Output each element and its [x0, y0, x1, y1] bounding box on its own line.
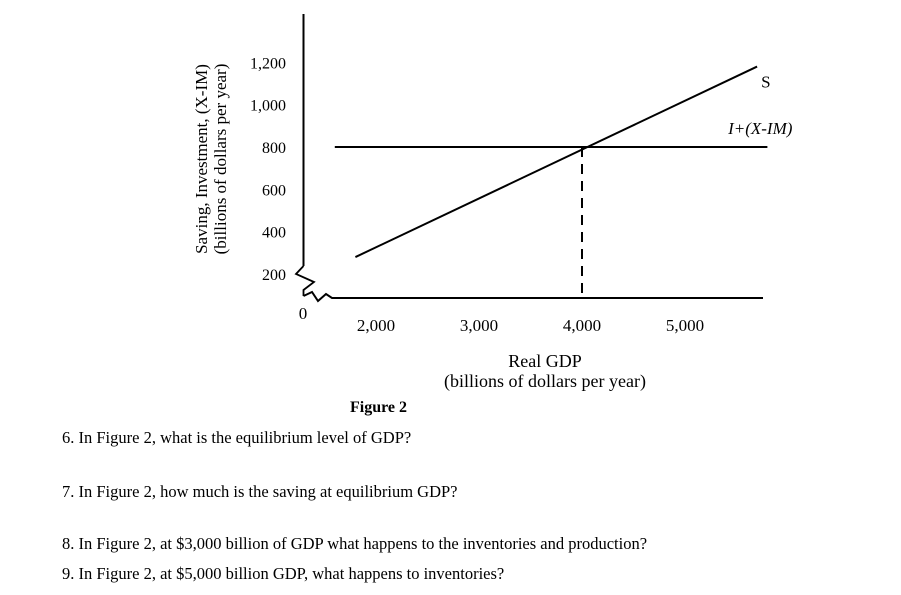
y-axis-label: Saving, Investment, (X-IM) — [192, 64, 211, 254]
y-axis-break — [294, 265, 316, 296]
origin-label: 0 — [299, 304, 308, 323]
y-tick-label: 600 — [262, 182, 286, 199]
y-tick-label: 200 — [262, 267, 286, 284]
x-tick-label: 5,000 — [666, 316, 704, 335]
y-tick-label: 800 — [262, 140, 286, 157]
series-line-s — [354, 65, 758, 258]
y-axis-label-sub: (billions of dollars per year) — [211, 64, 230, 255]
series-label-i-x-im: I+(X-IM) — [727, 119, 793, 138]
chart: 0 Saving, Investment, (X-IM) (billions o… — [192, 14, 793, 392]
question-7: 7. In Figure 2, how much is the saving a… — [62, 482, 458, 501]
question-9: 9. In Figure 2, at $5,000 billion GDP, w… — [62, 564, 505, 583]
x-axis-label: Real GDP — [508, 351, 582, 371]
x-tick-label: 4,000 — [563, 316, 601, 335]
x-tick-labels: 2,000 3,000 4,000 5,000 — [357, 316, 704, 335]
y-tick-label: 1,200 — [250, 55, 286, 72]
question-6: 6. In Figure 2, what is the equilibrium … — [62, 428, 412, 447]
y-tick-label: 1,000 — [250, 98, 286, 115]
series-label-s: S — [761, 73, 770, 92]
y-tick-labels: 200 400 600 800 1,000 1,200 — [250, 55, 286, 284]
figure-caption: Figure 2 — [350, 399, 408, 416]
y-tick-label: 400 — [262, 225, 286, 242]
x-axis-break — [303, 290, 763, 303]
x-axis-label-sub: (billions of dollars per year) — [444, 371, 646, 392]
question-8: 8. In Figure 2, at $3,000 billion of GDP… — [62, 534, 648, 553]
x-tick-label: 2,000 — [357, 316, 395, 335]
x-tick-label: 3,000 — [460, 316, 498, 335]
series-lines: S I+(X-IM) — [334, 65, 793, 258]
